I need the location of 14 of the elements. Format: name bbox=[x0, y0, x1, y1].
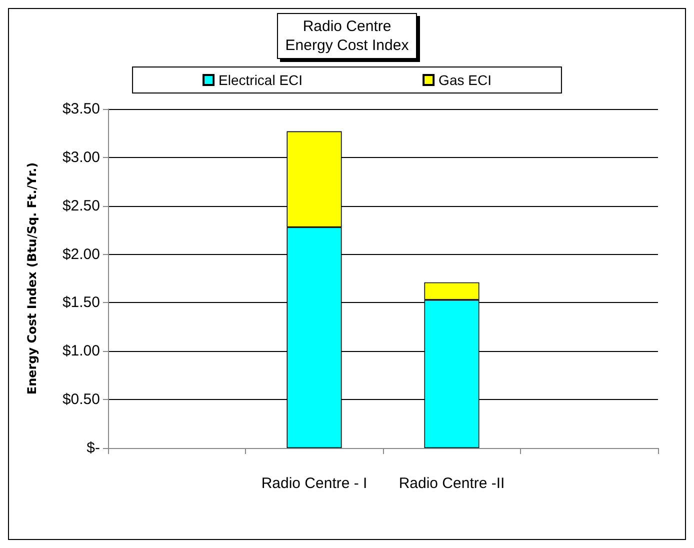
y-axis-title: Energy Cost Index (Btu/Sq. Ft./Yr.) bbox=[25, 162, 39, 395]
chart-title: Radio Centre Energy Cost Index bbox=[285, 18, 410, 54]
y-tick-label: $1.00 bbox=[62, 342, 100, 360]
y-tick-label: $1.50 bbox=[62, 294, 100, 312]
x-tick-label: Radio Centre - I bbox=[261, 475, 368, 492]
x-tick-label: Radio Centre -II bbox=[398, 475, 505, 492]
y-tick-label: $2.00 bbox=[62, 246, 100, 263]
legend-label: Gas ECI bbox=[438, 72, 492, 88]
legend-label: Electrical ECI bbox=[218, 72, 303, 88]
y-tick-label: $3.00 bbox=[62, 148, 100, 166]
y-tick-label: $- bbox=[86, 440, 100, 456]
y-tick-label: $3.50 bbox=[62, 100, 100, 118]
y-tick-label: $0.50 bbox=[62, 391, 100, 408]
y-tick-label: $2.50 bbox=[62, 197, 100, 214]
